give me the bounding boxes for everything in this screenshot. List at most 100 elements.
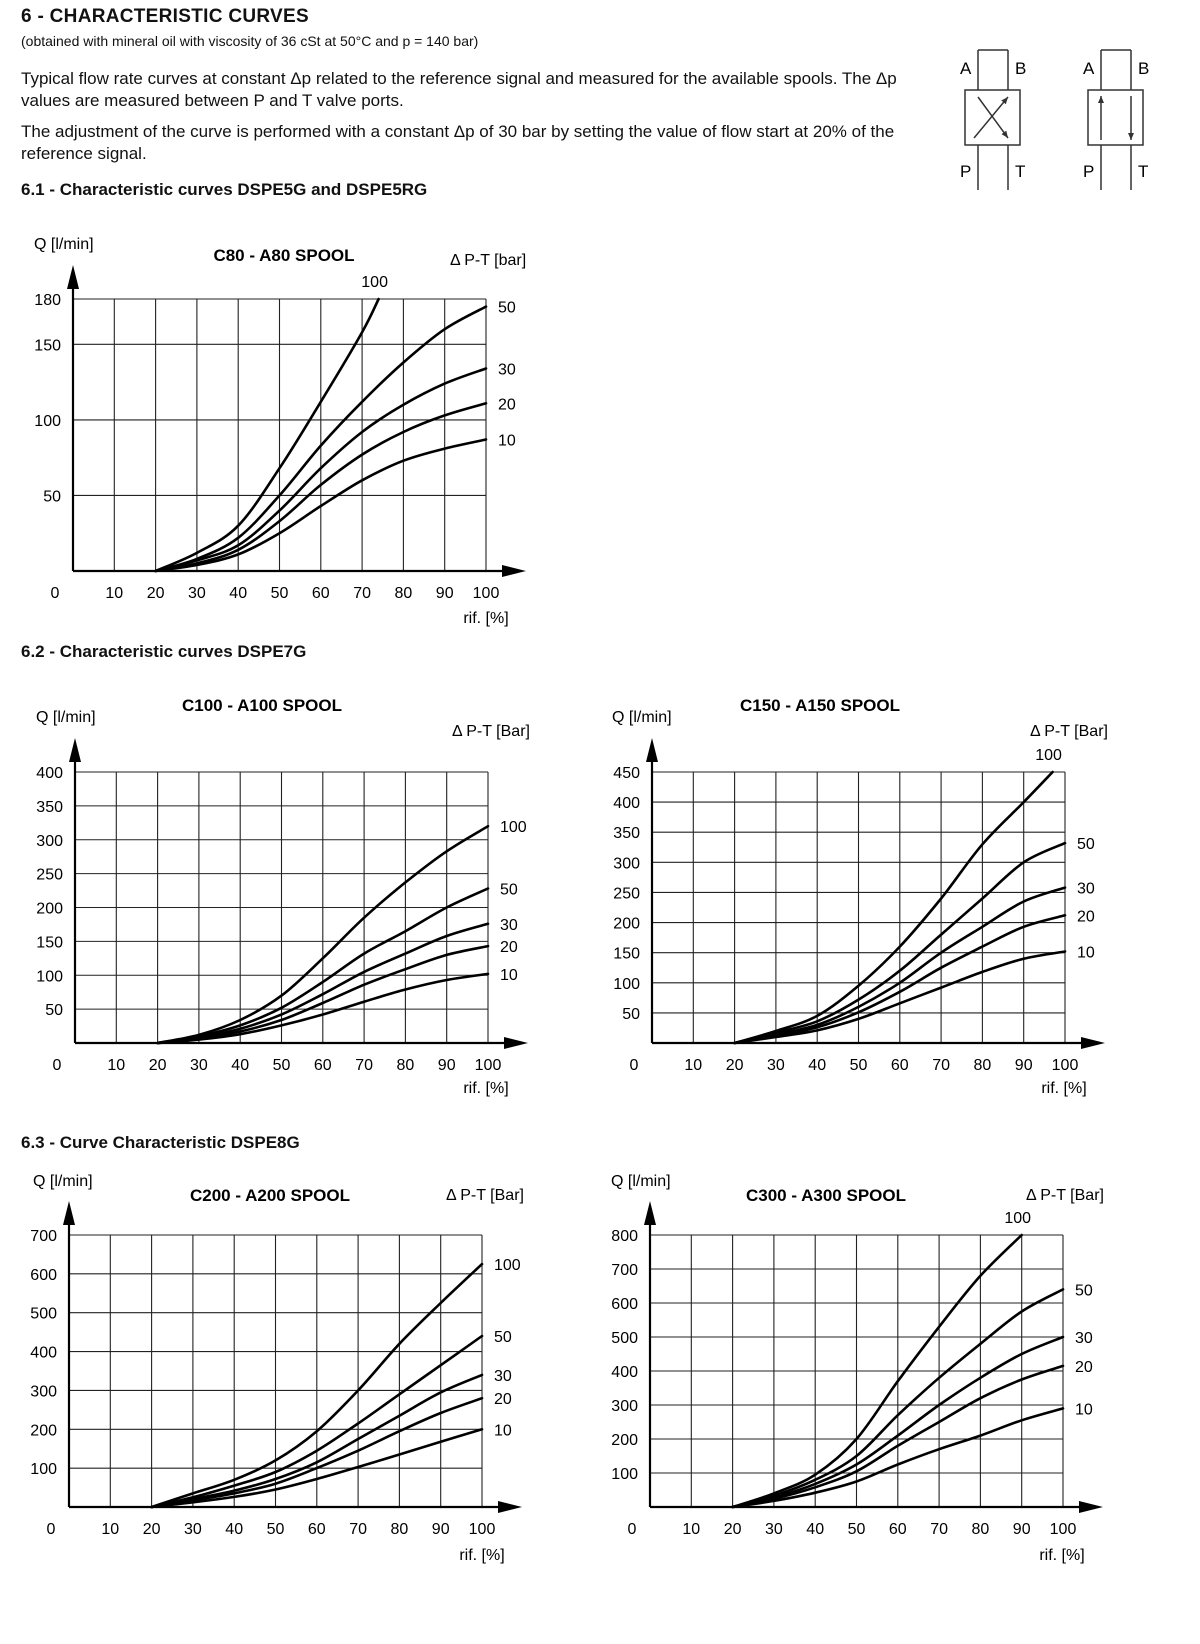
y-tick-label: 700 <box>611 1262 638 1279</box>
chart-title: C150 - A150 SPOOL <box>740 696 900 715</box>
series-label: 20 <box>494 1391 512 1408</box>
series-line-50 <box>154 305 488 573</box>
x-axis-label: rif. [%] <box>1039 1547 1084 1564</box>
y-tick-label: 450 <box>613 765 640 782</box>
x-tick-label: 60 <box>891 1057 909 1074</box>
port-t-label: T <box>1138 162 1148 181</box>
x-axis-arrow-icon <box>502 565 526 577</box>
chart-grid <box>73 298 487 571</box>
x-tick-label: 50 <box>267 1521 285 1538</box>
origin-label: 0 <box>628 1521 637 1538</box>
x-tick-label: 20 <box>726 1057 744 1074</box>
y-tick-label: 350 <box>613 825 640 842</box>
series-label: 100 <box>500 819 527 836</box>
y-tick-label: 100 <box>36 968 63 985</box>
port-t-label: T <box>1015 162 1025 181</box>
chart-grid <box>69 1234 483 1507</box>
series-label: 100 <box>1035 747 1062 764</box>
y-tick-label: 400 <box>30 1345 57 1362</box>
x-tick-label: 20 <box>143 1521 161 1538</box>
port-b-label: B <box>1015 59 1026 78</box>
y-tick-label: 50 <box>622 1006 640 1023</box>
y-tick-label: 700 <box>30 1228 57 1245</box>
x-axis-arrow-icon <box>504 1037 528 1049</box>
x-axis-label: rif. [%] <box>459 1547 504 1564</box>
x-tick-label: 90 <box>1013 1521 1031 1538</box>
series-line-50 <box>733 841 1067 1045</box>
chart-axes <box>73 744 516 1045</box>
x-tick-label: 30 <box>765 1521 783 1538</box>
x-tick-label: 60 <box>314 1057 332 1074</box>
x-tick-label: 40 <box>231 1057 249 1074</box>
chart-c80-a80: 180 150 100 50 10 20 30 40 50 60 70 80 90 100 0 C80 - A… <box>34 236 526 627</box>
x-tick-label: 100 <box>475 1057 502 1074</box>
x-tick-label: 30 <box>767 1057 785 1074</box>
y-axis-label: Q [l/min] <box>611 1173 671 1190</box>
x-tick-label: 60 <box>308 1521 326 1538</box>
series-label: 30 <box>494 1368 512 1385</box>
description-paragraph-1: Typical flow rate curves at constant Δp … <box>21 69 897 110</box>
series-line-20 <box>733 914 1067 1045</box>
x-tick-label: 30 <box>184 1521 202 1538</box>
x-tick-label: 100 <box>1052 1057 1079 1074</box>
series-label: 50 <box>494 1329 512 1346</box>
x-tick-label: 40 <box>229 585 247 602</box>
y-tick-label: 250 <box>36 867 63 884</box>
port-b-label: B <box>1138 59 1149 78</box>
x-tick-label: 80 <box>395 585 413 602</box>
y-tick-label: 100 <box>611 1466 638 1483</box>
chart-title: C200 - A200 SPOOL <box>190 1186 350 1205</box>
origin-label: 0 <box>53 1057 62 1074</box>
y-axis-arrow-icon <box>67 265 79 289</box>
port-p-label: P <box>1083 162 1094 181</box>
x-axis-label: rif. [%] <box>463 610 508 627</box>
parallel-valve-symbol <box>1087 49 1144 190</box>
series-label: 50 <box>1075 1282 1093 1299</box>
y-axis-label: Q [l/min] <box>612 709 672 726</box>
series-label: 30 <box>498 362 516 379</box>
x-tick-label: 80 <box>972 1521 990 1538</box>
y-tick-label: 100 <box>30 1461 57 1478</box>
x-tick-label: 50 <box>848 1521 866 1538</box>
series-label: 50 <box>1077 836 1095 853</box>
y-tick-label: 180 <box>34 292 61 309</box>
cross-valve-symbol <box>964 49 1021 190</box>
series-line-100 <box>731 1233 1023 1509</box>
series-line-20 <box>156 944 490 1045</box>
chart-title: C80 - A80 SPOOL <box>213 246 354 265</box>
x-tick-label: 10 <box>684 1057 702 1074</box>
y-tick-label: 500 <box>611 1330 638 1347</box>
y-tick-label: 150 <box>613 946 640 963</box>
y-tick-label: 150 <box>36 934 63 951</box>
x-tick-label: 70 <box>353 585 371 602</box>
series-line-10 <box>156 972 490 1045</box>
port-a-label: A <box>1083 59 1095 78</box>
chart-grid <box>652 771 1066 1043</box>
x-tick-label: 10 <box>105 585 123 602</box>
series-label: 50 <box>498 300 516 317</box>
series-label: 20 <box>1077 908 1095 925</box>
y-tick-label: 300 <box>613 855 640 872</box>
series-line-10 <box>731 1407 1065 1509</box>
x-tick-label: 100 <box>1050 1521 1077 1538</box>
x-tick-label: 40 <box>225 1521 243 1538</box>
series-label: 30 <box>500 917 518 934</box>
series-line-20 <box>150 1396 484 1509</box>
y-tick-label: 150 <box>34 337 61 354</box>
series-label: 30 <box>1075 1330 1093 1347</box>
y-tick-label: 600 <box>30 1267 57 1284</box>
y-tick-label: 600 <box>611 1296 638 1313</box>
x-tick-label: 40 <box>808 1057 826 1074</box>
series-line-20 <box>154 402 488 573</box>
x-tick-label: 70 <box>349 1521 367 1538</box>
y-tick-label: 200 <box>36 901 63 918</box>
series-line-100 <box>156 824 490 1045</box>
series-label: 100 <box>361 274 388 291</box>
x-tick-label: 90 <box>436 585 454 602</box>
legend-title: Δ P-T [Bar] <box>446 1187 524 1204</box>
origin-label: 0 <box>47 1521 56 1538</box>
series-label: 20 <box>500 939 518 956</box>
x-axis-label: rif. [%] <box>1041 1080 1086 1097</box>
x-tick-label: 30 <box>188 585 206 602</box>
